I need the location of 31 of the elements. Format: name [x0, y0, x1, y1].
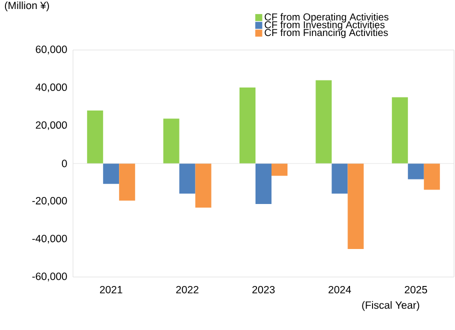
- bar: [103, 163, 120, 184]
- y-tick-label: -60,000: [32, 272, 67, 282]
- bar: [179, 163, 196, 194]
- bar: [163, 118, 180, 164]
- x-tick-label: 2021: [100, 286, 122, 294]
- y-tick-label: -40,000: [32, 234, 67, 244]
- bar: [255, 163, 272, 204]
- bar: [316, 80, 332, 164]
- x-tick-label: 2022: [176, 286, 198, 294]
- legend-label: CF from Operating Activities: [264, 13, 388, 22]
- x-tick-label: 2023: [252, 286, 275, 294]
- bar: [272, 163, 288, 176]
- bar: [119, 163, 136, 201]
- y-tick-label: 20,000: [36, 121, 67, 130]
- x-tick-label: 2024: [328, 286, 352, 294]
- y-axis-title: (Million ¥): [4, 1, 49, 12]
- bar: [408, 163, 424, 180]
- x-tick-label: 2025: [404, 286, 428, 294]
- bar: [424, 163, 440, 190]
- bar: [195, 163, 212, 208]
- x-axis-title: (Fiscal Year): [362, 301, 420, 311]
- legend-label: CF from Financing Activities: [264, 28, 388, 38]
- bar: [392, 97, 408, 164]
- y-tick-label: -20,000: [32, 197, 67, 206]
- y-tick-label: 40,000: [36, 84, 67, 92]
- bar: [332, 163, 348, 194]
- bar: [239, 87, 256, 164]
- bar: [87, 110, 104, 164]
- y-tick-label: 60,000: [36, 46, 67, 54]
- y-tick-label: 0: [62, 160, 67, 168]
- bar: [348, 163, 364, 250]
